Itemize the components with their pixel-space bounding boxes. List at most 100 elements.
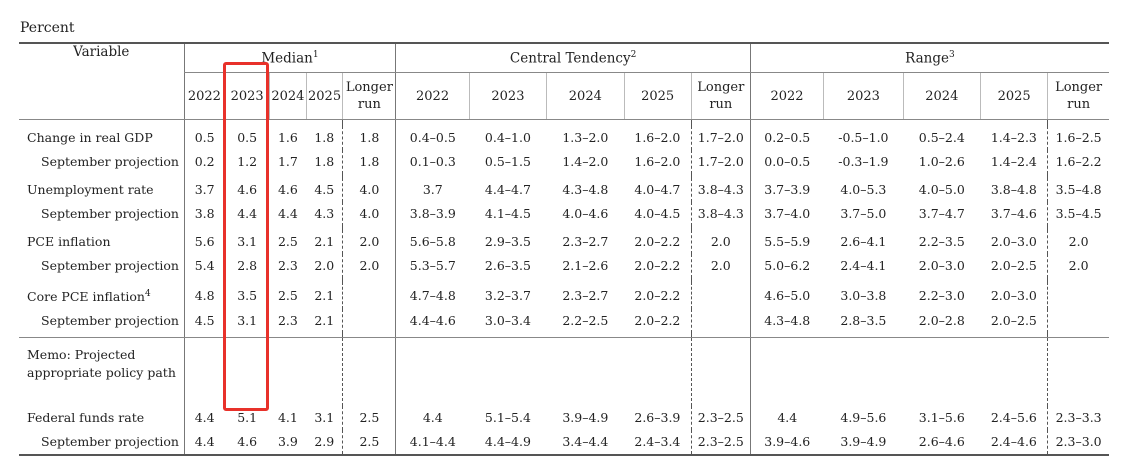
median-cell: 2.3 <box>277 258 298 273</box>
median-cell: 4.6 <box>237 182 258 197</box>
median-cell: 4.6 <box>277 182 298 197</box>
central-cell: 4.4–4.7 <box>484 182 531 197</box>
central-cell: 3.8–4.3 <box>690 178 751 202</box>
central-cell: 1.7–2.0 <box>690 150 751 174</box>
central-cell: 1.6–2.0 <box>634 130 681 145</box>
row-label: Unemployment rate <box>27 182 154 197</box>
range-cell: 2.3–3.0 <box>1047 430 1109 456</box>
central-cell: 2.4–3.4 <box>624 430 692 456</box>
central-cell: 2.6–3.5 <box>484 258 531 273</box>
median-cell <box>342 337 396 407</box>
median-cell <box>306 338 343 407</box>
range-cell: 1.0–2.6 <box>918 154 965 169</box>
central-cell: 4.4–4.6 <box>395 309 470 334</box>
range-cell: 2.3–3.3 <box>1047 406 1109 431</box>
table-row: PCE inflation 5.6 3.1 2.5 2.1 2.0 5.6–5.8 2.9–3… <box>19 230 1109 254</box>
central-tendency-header: Central Tendency2 <box>395 42 751 73</box>
range-cell: 3.7–3.9 <box>749 178 824 202</box>
median-cell: 2.1 <box>314 313 335 329</box>
range-cell <box>824 338 903 407</box>
range-cell: 3.5–4.8 <box>1047 178 1109 202</box>
year-header: 2022 <box>749 72 824 120</box>
central-cell: 2.9–3.5 <box>484 234 531 249</box>
central-cell: 4.1–4.4 <box>395 430 470 456</box>
range-cell: 1.6–2.5 <box>1047 126 1109 150</box>
range-cell <box>1047 337 1109 407</box>
range-cell: 3.1–5.6 <box>918 410 965 426</box>
central-cell: 4.3–4.8 <box>562 182 609 197</box>
median-cell: 2.0 <box>314 258 335 273</box>
central-cell: 1.7–2.0 <box>690 126 751 150</box>
range-cell <box>749 337 824 407</box>
memo-label: Memo: Projected appropriate policy path <box>27 347 176 381</box>
central-cell: 2.6–3.9 <box>634 410 681 426</box>
median-cell: 4.4 <box>237 206 258 221</box>
median-cell: 4.4 <box>183 430 225 456</box>
row-label: PCE inflation <box>27 234 111 249</box>
longer-run-header: Longer run <box>342 72 396 120</box>
median-cell: 0.5 <box>237 130 258 145</box>
table-row: Unemployment rate 3.7 4.6 4.6 4.5 4.0 3.7 4.4–4… <box>19 178 1109 202</box>
table-row: September projection 4.4 4.6 3.9 2.9 2.5 4.1–4… <box>19 430 1109 456</box>
median-cell: 3.1 <box>237 234 258 249</box>
range-cell: 5.0–6.2 <box>749 254 824 278</box>
central-cell <box>395 337 470 407</box>
range-cell: 3.5–4.5 <box>1047 202 1109 226</box>
central-cell: 3.0–3.4 <box>484 313 531 329</box>
central-cell: 3.8–3.9 <box>395 202 470 226</box>
median-cell: 1.8 <box>314 130 335 145</box>
central-cell: 4.4–4.9 <box>469 430 547 456</box>
range-cell: 2.2–3.5 <box>918 234 965 249</box>
range-cell: 3.7–4.0 <box>749 202 824 226</box>
central-cell: 2.0–2.2 <box>634 287 681 303</box>
median-cell: 2.9 <box>306 430 343 456</box>
central-cell: 4.1–4.5 <box>484 206 531 221</box>
central-cell: 2.0–2.2 <box>634 258 681 273</box>
central-cell <box>469 338 546 407</box>
row-label: Federal funds rate <box>27 410 145 426</box>
median-cell: 5.6 <box>183 230 225 254</box>
median-cell: 5.4 <box>183 254 225 278</box>
central-cell: 2.3–2.7 <box>562 287 609 303</box>
median-cell: 2.5 <box>342 406 396 431</box>
central-cell: 4.7–4.8 <box>395 282 470 310</box>
range-cell: 2.6–4.6 <box>903 430 981 456</box>
median-cell: 4.4 <box>183 406 225 431</box>
range-cell: 2.2–3.0 <box>918 287 965 303</box>
central-cell: 2.2–2.5 <box>562 313 609 329</box>
range-cell: 2.4–5.6 <box>990 410 1037 426</box>
projections-table: Variable Median1 Central Tendency2 Range… <box>19 42 1109 456</box>
central-cell: 2.1–2.6 <box>562 258 609 273</box>
year-header: 2024 <box>269 72 307 120</box>
range-cell <box>903 338 980 407</box>
median-cell: 1.8 <box>314 154 335 169</box>
range-cell: -0.3–1.9 <box>838 154 889 169</box>
median-cell: 2.1 <box>314 234 335 249</box>
range-cell: 4.3–4.8 <box>749 309 824 334</box>
central-cell: 2.0–2.2 <box>634 234 681 249</box>
median-cell: 4.0 <box>342 202 396 226</box>
central-cell: 3.8–4.3 <box>690 202 751 226</box>
median-cell <box>225 338 270 407</box>
median-cell: 1.7 <box>277 154 298 169</box>
range-cell: 2.0–3.0 <box>990 287 1037 303</box>
range-cell: 5.5–5.9 <box>749 230 824 254</box>
median-cell: 1.8 <box>342 150 396 174</box>
row-label: September projection <box>41 154 179 169</box>
memo-row: Memo: Projected appropriate policy path <box>19 337 1109 407</box>
median-cell <box>183 337 225 407</box>
central-cell: 1.4–2.0 <box>562 154 609 169</box>
table-row: September projection 3.8 4.4 4.4 4.3 4.0 3.8–3… <box>19 202 1109 226</box>
median-cell: 4.5 <box>183 309 225 334</box>
range-cell: 3.8–4.8 <box>990 182 1037 197</box>
central-cell: 2.3–2.7 <box>562 234 609 249</box>
range-cell: 2.0–3.0 <box>990 234 1037 249</box>
longer-run-header: Longer run <box>690 72 751 120</box>
row-label: September projection <box>41 258 179 273</box>
range-cell: 2.0–2.8 <box>918 313 965 329</box>
range-cell: 3.9–4.9 <box>823 430 904 456</box>
central-cell: 0.4–1.0 <box>484 130 531 145</box>
range-cell: 2.6–4.1 <box>840 234 887 249</box>
median-cell <box>342 309 396 334</box>
range-cell: 1.4–2.4 <box>990 154 1037 169</box>
